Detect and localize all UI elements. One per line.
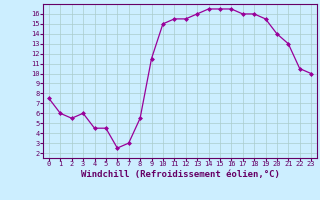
X-axis label: Windchill (Refroidissement éolien,°C): Windchill (Refroidissement éolien,°C) [81,170,279,179]
